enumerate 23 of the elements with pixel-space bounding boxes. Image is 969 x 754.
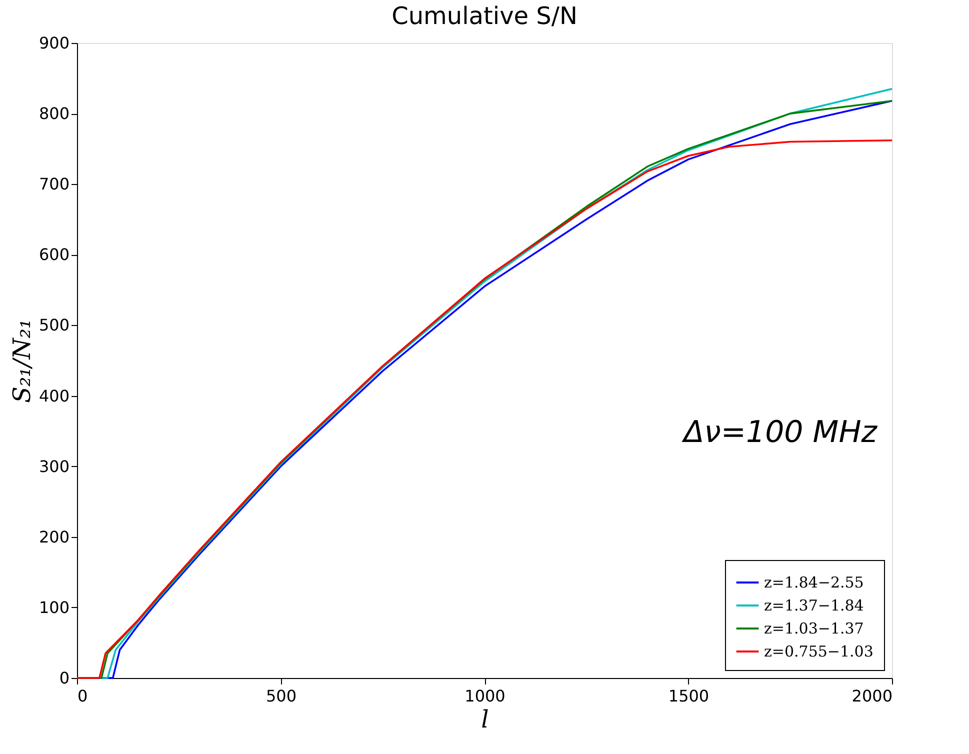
legend-label: z=1.37−1.84 xyxy=(764,596,864,614)
y-tick-label: 0 xyxy=(59,668,70,688)
x-axis-title: l xyxy=(481,706,489,734)
y-axis-title: S₂₁/N₂₁ xyxy=(8,318,36,404)
y-tick-label: 900 xyxy=(38,34,70,52)
x-tick-label: 2000 xyxy=(852,686,892,706)
y-tick-label: 600 xyxy=(38,245,70,264)
x-tick-label: 0 xyxy=(78,686,88,706)
y-tick-label: 700 xyxy=(38,174,70,194)
y-tick-label: 200 xyxy=(38,527,70,546)
legend-label: z=0.755−1.03 xyxy=(764,642,874,660)
chart-title: Cumulative S/N xyxy=(392,2,578,30)
x-tick-label: 1000 xyxy=(464,686,506,706)
annotation: Δν=100 MHz xyxy=(682,415,878,450)
legend-label: z=1.03−1.37 xyxy=(764,620,864,638)
x-tick-label: 1500 xyxy=(668,686,710,706)
y-tick-label: 100 xyxy=(38,598,70,617)
x-tick-label: 500 xyxy=(266,686,297,706)
legend-label: z=1.84−2.55 xyxy=(764,574,864,592)
y-tick-label: 800 xyxy=(38,104,70,124)
y-tick-label: 300 xyxy=(38,456,70,476)
y-tick-label: 500 xyxy=(38,316,70,335)
y-tick-label: 400 xyxy=(38,386,70,406)
